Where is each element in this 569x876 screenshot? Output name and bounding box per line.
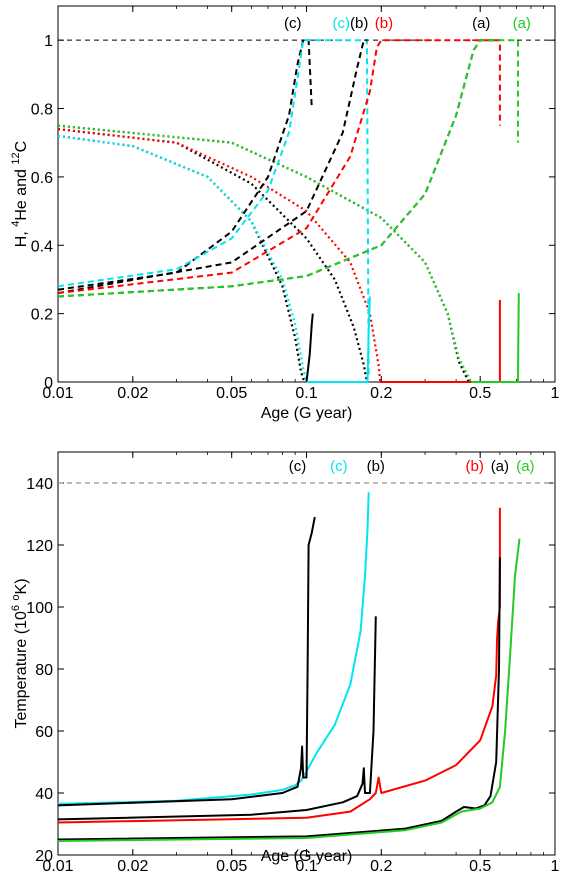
series-line-2 (57, 516, 316, 807)
curve-label: (c) (284, 15, 302, 32)
y-axis-title-part: 12 (10, 152, 22, 164)
x-tick-label: 0.02 (117, 858, 148, 875)
series-line-3 (57, 128, 368, 383)
y-tick-label: 140 (26, 476, 53, 493)
x-tick-label: 0.1 (295, 385, 317, 402)
series-line-1 (57, 134, 306, 383)
series-line-14 (306, 296, 371, 383)
x-tick-label: 0.05 (216, 385, 247, 402)
y-tick-label: 0.8 (31, 102, 53, 119)
series-line-10 (57, 39, 501, 295)
curve-label: (b) (375, 15, 393, 32)
series-line-3 (57, 616, 377, 821)
y-tick-label: 0 (44, 375, 53, 392)
series-line-16 (471, 293, 520, 383)
curve-label: (c) (333, 15, 351, 32)
y-axis-title-part: H, (13, 227, 30, 247)
series-line-11 (57, 39, 500, 298)
x-tick-label: 0.01 (42, 385, 73, 402)
y-axis-title: Temperature (106 oK) (10, 578, 30, 728)
series-line-12 (57, 39, 519, 298)
series-line-1 (57, 492, 370, 805)
x-tick-label: 0.5 (469, 858, 491, 875)
y-axis-title-part: K) (13, 578, 30, 594)
series-line-9 (57, 39, 368, 295)
curve-label: (b) (350, 15, 368, 32)
x-tick-label: 0.05 (216, 858, 247, 875)
y-axis-title-part: C (13, 141, 30, 153)
curve-label: (b) (367, 458, 385, 475)
y-tick-label: 0.4 (31, 238, 53, 255)
series-line-2 (57, 134, 308, 383)
series-line-8 (57, 39, 370, 376)
plot-frame (57, 451, 556, 856)
x-tick-label: 0.1 (295, 858, 317, 875)
chart-panel-1: 0.01 0.02 0.05 0.1 0.2 0.5 100.20.40.60.81(c)(… (10, 5, 560, 422)
y-tick-label: 100 (26, 600, 53, 617)
x-tick-label: 0.01 (42, 858, 73, 875)
x-tick-label: 1 (551, 385, 560, 402)
y-tick-label: 0.6 (31, 170, 53, 187)
series-line-4 (57, 507, 501, 824)
curve-label: (c) (330, 458, 348, 475)
y-tick-label: 0.2 (31, 307, 53, 324)
x-tick-label: 0.2 (370, 385, 392, 402)
series-line-5 (57, 557, 501, 841)
x-tick-label: 0.02 (117, 385, 148, 402)
x-tick-label: 0.2 (370, 858, 392, 875)
curve-label: (a) (491, 458, 509, 475)
y-axis-title-part: o (10, 594, 22, 600)
curve-label: (a) (516, 458, 534, 475)
series-line-13 (305, 313, 314, 383)
series-line-4 (57, 128, 382, 383)
y-tick-label: 120 (26, 538, 53, 555)
curve-label: (a) (472, 15, 490, 32)
y-tick-label: 80 (35, 662, 53, 679)
plot-frame (57, 5, 556, 383)
series-line-6 (57, 538, 521, 842)
y-tick-label: 60 (35, 724, 53, 741)
x-axis-title: Age (G year) (261, 848, 353, 865)
chart-panel-2: 0.01 0.02 0.05 0.1 0.2 0.5 120406080100120140(… (10, 451, 560, 875)
curve-label: (a) (513, 15, 531, 32)
y-tick-label: 40 (35, 786, 53, 803)
y-axis-title: H, 4He and 12C (10, 141, 30, 247)
curve-label: (c) (289, 458, 307, 475)
series-line-15 (380, 300, 501, 383)
y-axis-title-part: Temperature (10 (13, 611, 30, 728)
y-axis-title-part: He and (13, 165, 30, 221)
y-axis-title-part: 4 (10, 221, 22, 227)
x-axis-title: Age (G year) (261, 405, 353, 422)
y-axis-title-part: 6 (10, 605, 22, 611)
curve-label: (b) (465, 458, 483, 475)
x-tick-label: 1 (551, 858, 560, 875)
y-tick-label: 1 (44, 33, 53, 50)
series-line-7 (57, 39, 313, 291)
x-tick-label: 0.5 (469, 385, 491, 402)
y-tick-label: 20 (35, 848, 53, 865)
